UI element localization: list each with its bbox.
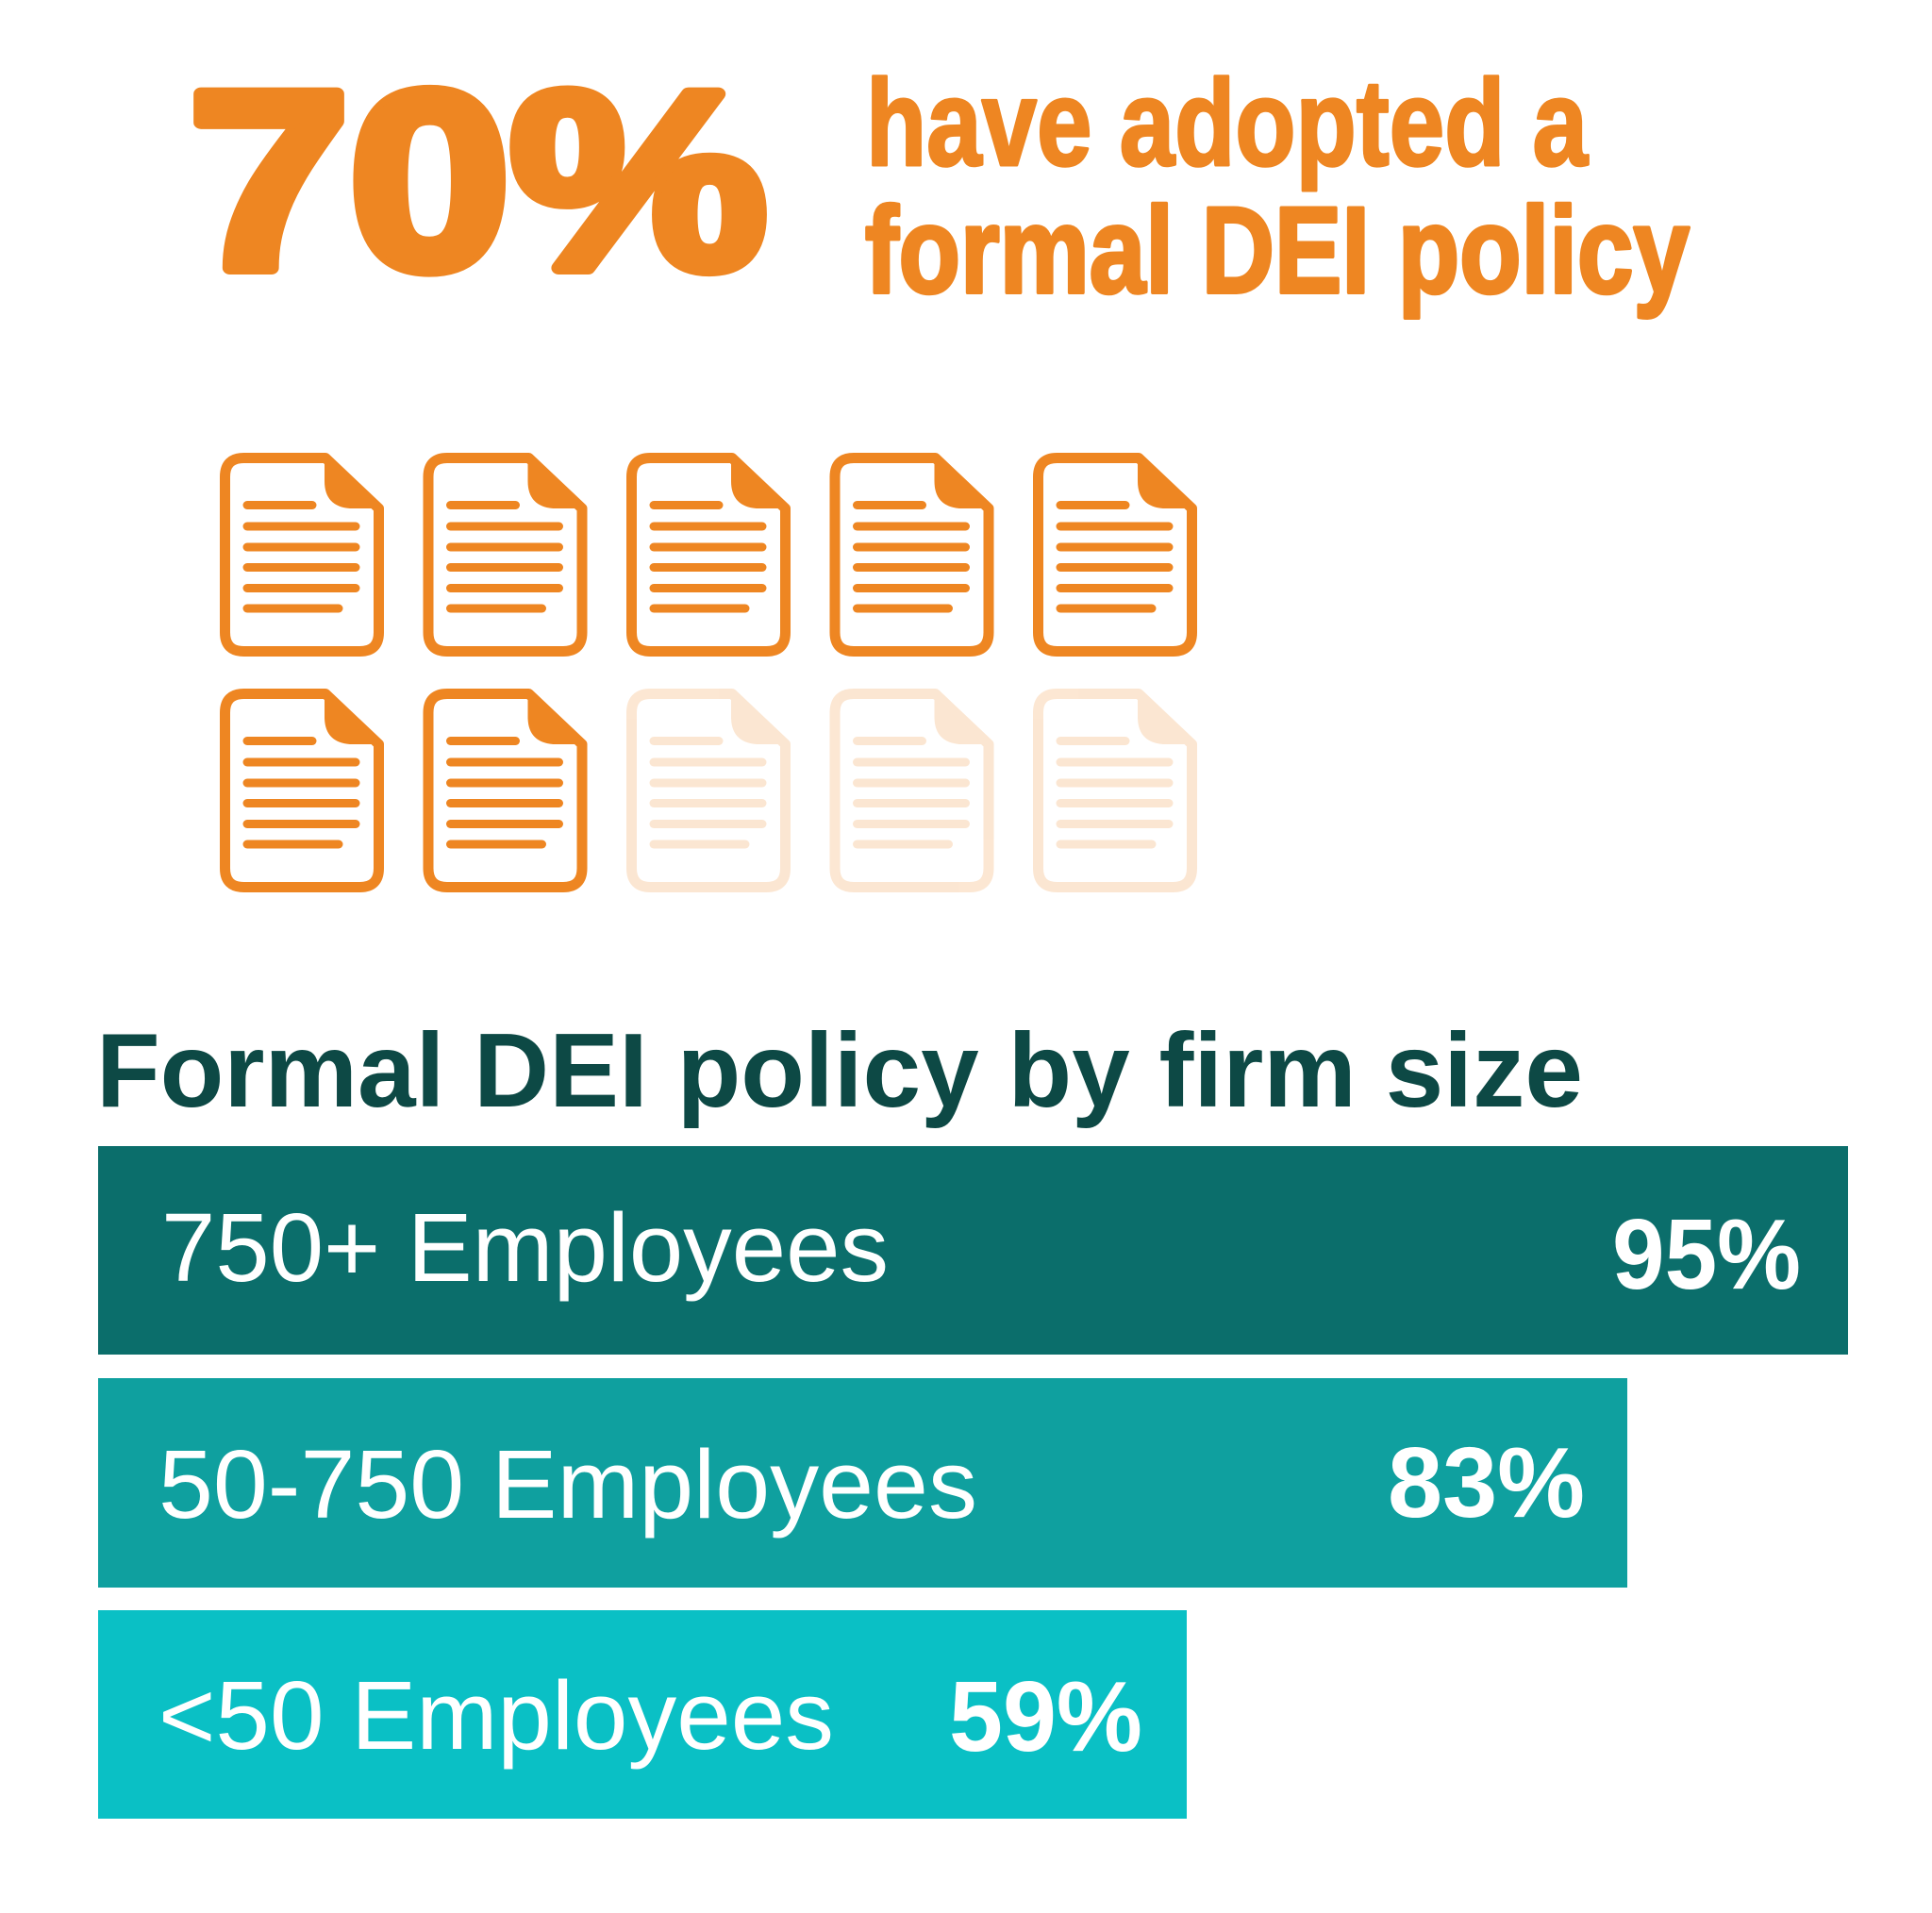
svg-text:95%: 95% xyxy=(1612,1199,1801,1310)
svg-text:50-750 Employees: 50-750 Employees xyxy=(158,1430,977,1539)
svg-text:formal DEI policy: formal DEI policy xyxy=(865,181,1690,319)
svg-text:83%: 83% xyxy=(1388,1427,1585,1539)
svg-text:750+ Employees: 750+ Employees xyxy=(161,1193,889,1302)
svg-text:<50 Employees: <50 Employees xyxy=(158,1661,834,1770)
svg-text:have adopted a: have adopted a xyxy=(866,54,1589,191)
svg-text:Formal DEI policy by firm size: Formal DEI policy by firm size xyxy=(96,1012,1583,1129)
svg-text:70%: 70% xyxy=(189,39,767,322)
svg-text:59%: 59% xyxy=(949,1661,1142,1772)
